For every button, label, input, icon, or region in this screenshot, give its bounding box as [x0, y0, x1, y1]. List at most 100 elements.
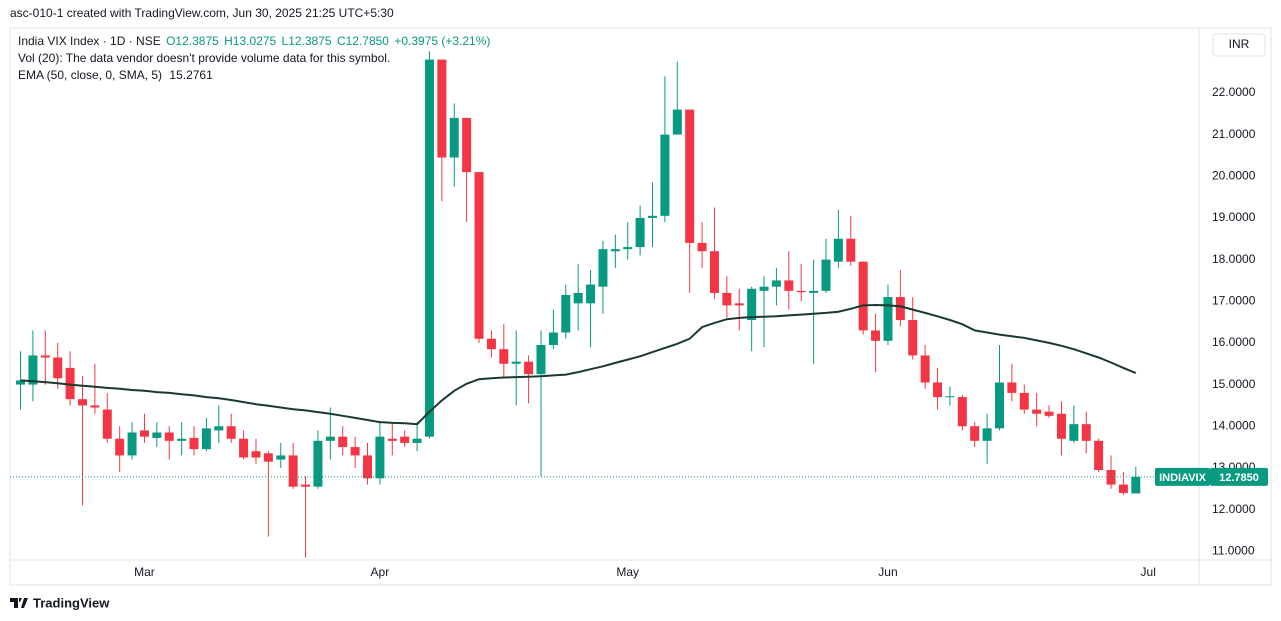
candle-body: [734, 303, 744, 306]
candle-body: [1094, 440, 1104, 470]
y-tick-label: 19.0000: [1212, 210, 1256, 224]
legend-change: +0.3975 (+3.21%): [394, 34, 490, 48]
candle-body: [387, 438, 397, 441]
candle-body: [226, 426, 236, 439]
header-title: asc-010-1 created with TradingView.com, …: [10, 6, 394, 20]
candle-body: [152, 432, 162, 438]
candle-body: [251, 451, 261, 458]
y-tick-label: 11.0000: [1212, 543, 1255, 557]
candle-body: [53, 357, 63, 379]
x-tick-label: May: [616, 565, 639, 579]
candle-body: [648, 215, 658, 218]
candle-body: [177, 438, 187, 441]
candle-body: [201, 428, 211, 450]
candle-body: [164, 432, 174, 441]
candle-body: [1118, 484, 1128, 493]
candle-body: [784, 280, 794, 291]
candle-body: [363, 455, 373, 479]
candle-body: [375, 436, 385, 479]
candle-body: [424, 59, 434, 437]
legend-symbol: India VIX Index · 1D · NSE: [18, 34, 161, 48]
candle-body: [982, 428, 992, 441]
candle-body: [846, 238, 856, 262]
ema-name: EMA (50, close, 0, SMA, 5): [18, 68, 162, 82]
candle-body: [400, 436, 410, 443]
candle-body: [933, 382, 943, 398]
y-tick-label: 12.0000: [1212, 502, 1256, 516]
candle-body: [127, 432, 137, 456]
currency-label[interactable]: INR: [1229, 37, 1250, 51]
legend-line: India VIX Index · 1D · NSE O12.3875 H13.…: [18, 34, 490, 48]
candle-body: [65, 367, 75, 400]
candle-body: [115, 438, 125, 456]
candle-body: [189, 437, 199, 450]
y-tick-label: 20.0000: [1212, 168, 1256, 182]
candle-body: [1131, 476, 1141, 494]
candle-body: [833, 238, 843, 262]
candle-body: [1081, 424, 1091, 441]
price-tag-value-box: [1210, 467, 1268, 486]
candle-body: [449, 117, 459, 158]
candle-body: [325, 436, 335, 441]
candle-body: [586, 284, 596, 304]
candle-body: [214, 426, 224, 431]
candle-body: [747, 288, 757, 320]
candle-body: [858, 261, 868, 331]
y-tick-label: 17.0000: [1212, 293, 1256, 307]
candle-body: [313, 440, 323, 487]
plot: [10, 51, 1199, 558]
x-tick-label: Jul: [1141, 565, 1156, 579]
logo-icon: [10, 598, 28, 608]
volume-note: Vol (20): The data vendor doesn't provid…: [18, 51, 390, 65]
candle-body: [722, 292, 732, 306]
candle-body: [970, 426, 980, 441]
candle-body: [1007, 382, 1017, 393]
candle-body: [462, 117, 472, 173]
candle-body: [102, 409, 112, 439]
candle-body: [499, 349, 509, 364]
currency-box[interactable]: [1212, 33, 1266, 57]
candle-body: [288, 455, 298, 487]
candle-body: [474, 172, 484, 339]
candle-body: [28, 355, 38, 385]
candle-body: [561, 295, 571, 333]
candle-body: [263, 453, 273, 462]
candle-body: [895, 297, 905, 320]
candle-body: [672, 109, 682, 135]
candle-body: [796, 290, 806, 293]
candle-body: [994, 382, 1004, 429]
candle-body: [1044, 411, 1054, 416]
candle-body: [685, 109, 695, 243]
candle-body: [350, 447, 360, 456]
candle-body: [1056, 413, 1066, 439]
candle-body: [771, 280, 781, 287]
ema-legend: EMA (50, close, 0, SMA, 5) 15.2761: [18, 68, 213, 82]
pane-frame: [9, 27, 1272, 586]
price-tag-symbol: INDIAVIX: [1159, 472, 1207, 484]
candle-body: [709, 251, 719, 293]
candle-body: [511, 361, 521, 364]
y-tick-label: 21.0000: [1212, 127, 1256, 141]
price-tag-value: 12.7850: [1219, 472, 1259, 484]
legend-high: H13.0275: [224, 34, 276, 48]
candle-body: [1032, 409, 1042, 414]
candle-body: [139, 430, 149, 437]
candle-body: [40, 355, 50, 358]
candle-body: [90, 405, 100, 408]
candle-body: [77, 399, 87, 406]
candle-body: [548, 332, 558, 345]
ema-line: [20, 303, 1137, 426]
candle-body: [437, 59, 447, 158]
ema-value: 15.2761: [169, 68, 213, 82]
candle-body: [821, 259, 831, 291]
y-tick-label: 15.0000: [1212, 377, 1256, 391]
candle-body: [635, 217, 645, 248]
footer-logo: [10, 598, 28, 608]
candle-body: [573, 292, 583, 304]
y-tick-label: 22.0000: [1212, 85, 1256, 99]
candle-body: [610, 249, 620, 252]
price-tag-symbol-box: [1155, 467, 1210, 486]
candle-body: [276, 455, 286, 460]
